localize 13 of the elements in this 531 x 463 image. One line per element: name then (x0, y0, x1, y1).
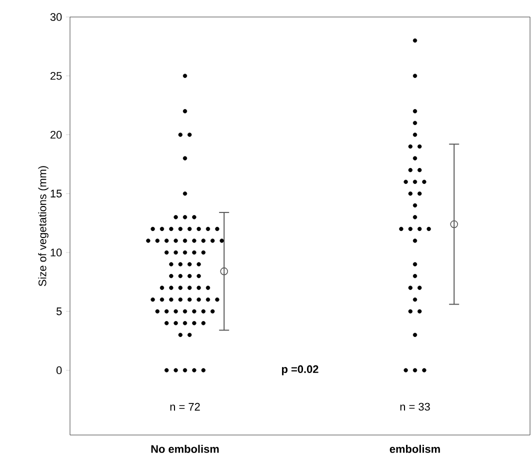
annotation: p =0.02 (282, 365, 318, 376)
annotation: n = 72 (170, 402, 200, 411)
x-tick-label: No embolism (151, 444, 219, 453)
y-tick-label: 15 (50, 190, 62, 198)
y-tick-label: 30 (50, 13, 62, 21)
y-tick-label: 25 (50, 72, 62, 80)
y-tick-label: 5 (56, 308, 62, 316)
y-tick-label: 0 (56, 366, 62, 374)
y-tick-label: 10 (50, 248, 62, 256)
y-tick-label: 20 (50, 130, 62, 139)
x-tick-label: embolism (390, 444, 440, 453)
y-axis-title: Size of vegetations (mm) (38, 166, 48, 286)
annotation: n = 33 (400, 402, 430, 411)
